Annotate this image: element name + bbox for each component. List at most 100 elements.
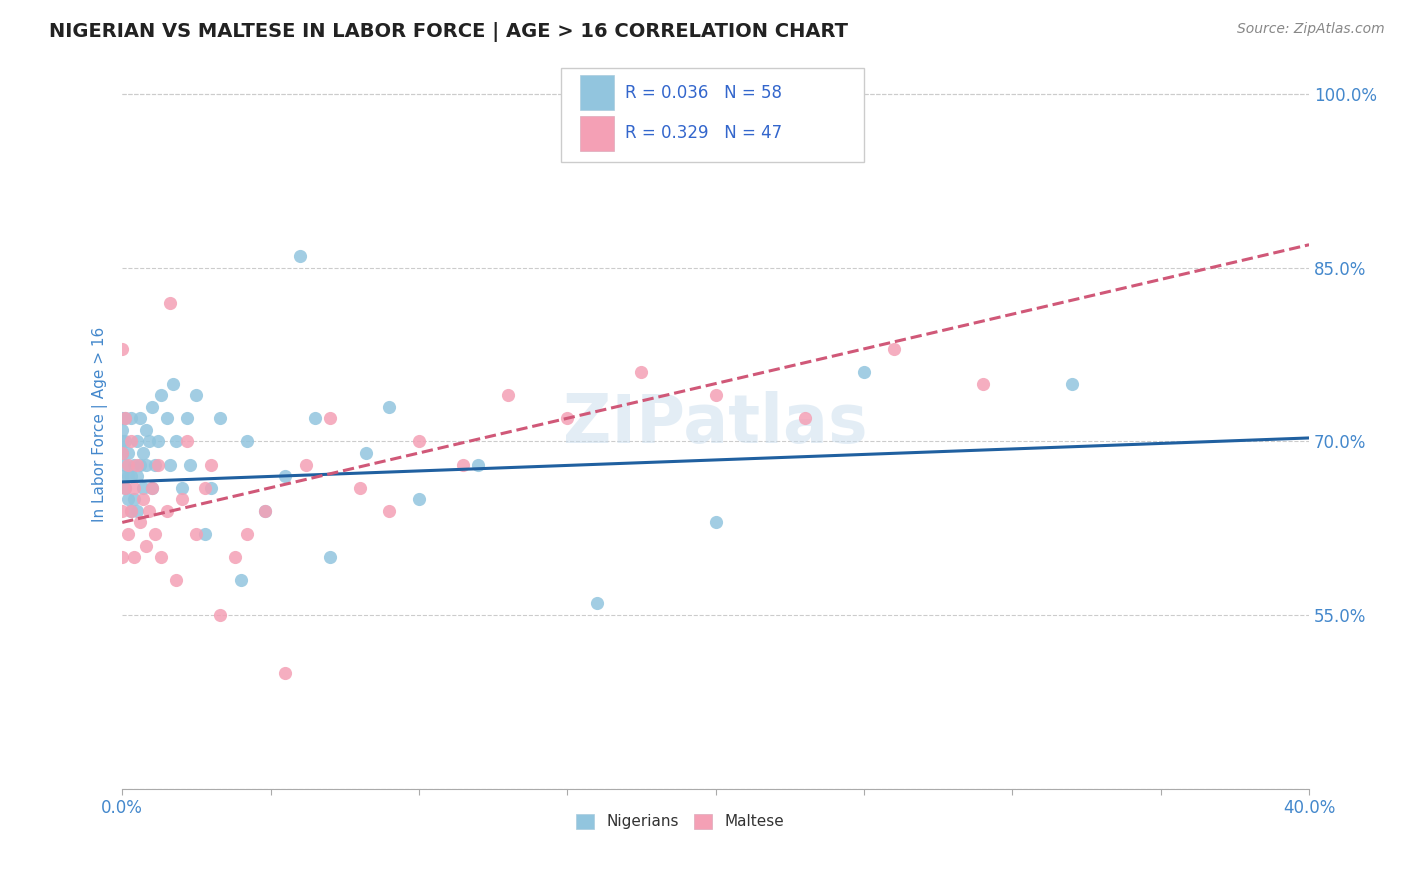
Point (111, 434, 134, 449)
Point (111, 411, 134, 425)
Y-axis label: In Labor Force | Age > 16: In Labor Force | Age > 16 (93, 326, 108, 522)
Point (170, 481, 193, 495)
Point (586, 596, 609, 610)
Point (120, 504, 142, 518)
Point (138, 434, 160, 449)
Point (146, 458, 169, 472)
Point (159, 458, 181, 472)
Point (120, 434, 142, 449)
Point (114, 411, 136, 425)
Point (111, 423, 134, 437)
Point (236, 527, 259, 541)
FancyBboxPatch shape (581, 76, 613, 111)
Point (156, 411, 179, 425)
Point (141, 400, 163, 414)
Point (194, 527, 217, 541)
FancyBboxPatch shape (561, 69, 865, 161)
Point (162, 376, 184, 391)
Point (176, 411, 198, 425)
Point (883, 342, 905, 356)
Point (117, 446, 139, 460)
Point (304, 411, 326, 425)
Point (125, 434, 148, 449)
Point (200, 458, 222, 472)
Point (143, 458, 166, 472)
Point (129, 458, 152, 472)
Point (111, 446, 134, 460)
Point (224, 550, 246, 565)
Point (132, 492, 155, 507)
Point (253, 504, 276, 518)
Text: R = 0.329   N = 47: R = 0.329 N = 47 (626, 124, 783, 143)
Point (114, 481, 136, 495)
Point (114, 434, 136, 449)
Point (378, 400, 401, 414)
Point (704, 388, 727, 402)
Point (117, 469, 139, 483)
Point (496, 388, 519, 402)
Point (354, 446, 377, 460)
Point (111, 446, 134, 460)
Point (117, 458, 139, 472)
Point (122, 458, 145, 472)
Point (120, 504, 142, 518)
Point (129, 516, 152, 530)
Point (378, 504, 401, 518)
Point (111, 342, 134, 356)
Point (122, 550, 145, 565)
Point (186, 527, 208, 541)
Point (194, 481, 217, 495)
Point (117, 527, 139, 541)
FancyBboxPatch shape (581, 116, 613, 151)
Point (146, 434, 169, 449)
Point (236, 434, 259, 449)
Point (141, 481, 163, 495)
Point (555, 411, 578, 425)
Text: Source: ZipAtlas.com: Source: ZipAtlas.com (1237, 22, 1385, 37)
Legend: Nigerians, Maltese: Nigerians, Maltese (569, 808, 790, 836)
Point (114, 458, 136, 472)
Point (149, 550, 172, 565)
Point (290, 249, 312, 263)
Point (125, 504, 148, 518)
Point (853, 365, 876, 379)
Point (135, 458, 157, 472)
Point (1060, 376, 1083, 391)
Point (176, 434, 198, 449)
Point (349, 481, 371, 495)
Text: ZIPatlas: ZIPatlas (564, 391, 868, 457)
Point (125, 469, 148, 483)
Point (408, 434, 430, 449)
Text: R = 0.036   N = 58: R = 0.036 N = 58 (626, 84, 783, 102)
Point (319, 411, 342, 425)
Point (295, 458, 318, 472)
Point (704, 516, 727, 530)
Point (135, 539, 157, 553)
Point (111, 504, 134, 518)
Point (149, 388, 172, 402)
Point (120, 469, 142, 483)
Point (408, 492, 430, 507)
Point (274, 665, 297, 680)
Point (179, 458, 201, 472)
Point (165, 434, 187, 449)
Point (132, 446, 155, 460)
Point (132, 481, 155, 495)
Point (129, 411, 152, 425)
Point (170, 492, 193, 507)
Point (138, 504, 160, 518)
Point (114, 481, 136, 495)
Point (156, 504, 179, 518)
Point (125, 458, 148, 472)
Point (209, 411, 232, 425)
Point (186, 388, 208, 402)
Point (143, 527, 166, 541)
Point (319, 550, 342, 565)
Point (122, 481, 145, 495)
Point (114, 411, 136, 425)
Point (117, 492, 139, 507)
Point (165, 574, 187, 588)
Point (111, 469, 134, 483)
Point (141, 481, 163, 495)
Point (972, 376, 994, 391)
